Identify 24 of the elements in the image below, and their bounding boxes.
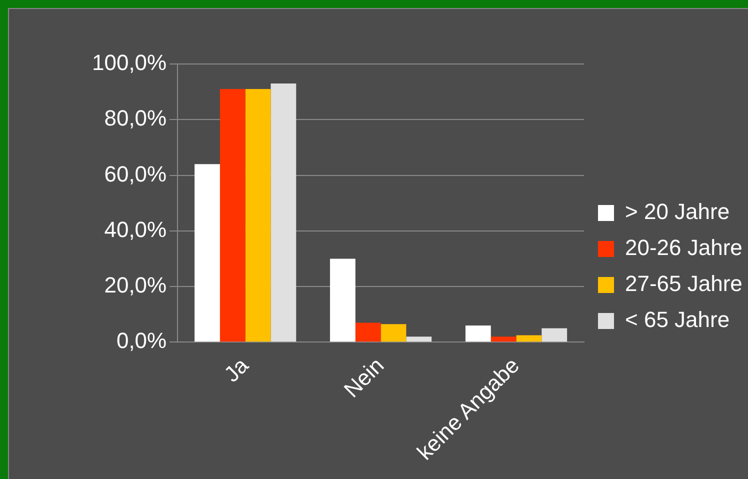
y-tick-label: 100,0% — [92, 50, 167, 76]
bar — [380, 324, 406, 342]
bar — [245, 89, 271, 342]
legend-label: < 65 Jahre — [625, 307, 730, 332]
legend-label: 27-65 Jahre — [625, 271, 742, 296]
bar — [270, 83, 296, 342]
bar — [355, 322, 381, 342]
bar — [490, 336, 516, 342]
bar — [194, 164, 220, 342]
legend-label: > 20 Jahre — [625, 199, 730, 224]
bar — [330, 258, 356, 342]
bar — [516, 335, 542, 342]
x-tick-label: Ja — [219, 352, 254, 387]
bar — [220, 89, 246, 342]
legend-label: 20-26 Jahre — [625, 235, 742, 260]
y-tick-label: 80,0% — [104, 106, 167, 131]
y-tick-label: 20,0% — [104, 272, 167, 298]
y-tick-label: 60,0% — [104, 161, 167, 186]
bar — [406, 336, 432, 342]
y-tick-label: 40,0% — [104, 216, 167, 242]
x-tick-label: Nein — [338, 352, 389, 402]
bar — [542, 328, 568, 342]
bar — [465, 325, 491, 342]
y-tick-label: 0,0% — [116, 328, 167, 354]
